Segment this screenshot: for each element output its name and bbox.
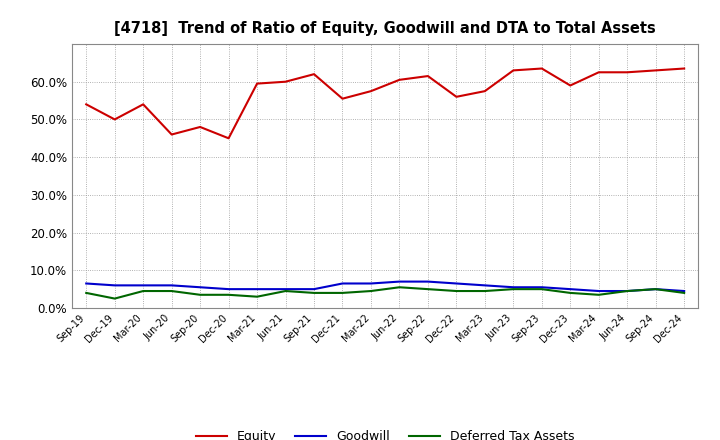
Goodwill: [509, 285, 518, 290]
Deferred Tax Assets: [680, 290, 688, 296]
Deferred Tax Assets: [225, 292, 233, 297]
Goodwill: [366, 281, 375, 286]
Line: Deferred Tax Assets: Deferred Tax Assets: [86, 287, 684, 299]
Equity: [366, 88, 375, 94]
Deferred Tax Assets: [82, 290, 91, 296]
Goodwill: [82, 281, 91, 286]
Line: Equity: Equity: [86, 69, 684, 138]
Equity: [282, 79, 290, 84]
Legend: Equity, Goodwill, Deferred Tax Assets: Equity, Goodwill, Deferred Tax Assets: [191, 425, 580, 440]
Deferred Tax Assets: [452, 288, 461, 293]
Equity: [253, 81, 261, 86]
Deferred Tax Assets: [139, 288, 148, 293]
Deferred Tax Assets: [282, 288, 290, 293]
Equity: [196, 125, 204, 130]
Equity: [167, 132, 176, 137]
Equity: [423, 73, 432, 79]
Equity: [680, 66, 688, 71]
Goodwill: [282, 286, 290, 292]
Goodwill: [167, 283, 176, 288]
Equity: [338, 96, 347, 101]
Deferred Tax Assets: [509, 286, 518, 292]
Deferred Tax Assets: [423, 286, 432, 292]
Deferred Tax Assets: [110, 296, 119, 301]
Goodwill: [423, 279, 432, 284]
Deferred Tax Assets: [595, 292, 603, 297]
Goodwill: [225, 286, 233, 292]
Equity: [395, 77, 404, 82]
Deferred Tax Assets: [338, 290, 347, 296]
Deferred Tax Assets: [537, 286, 546, 292]
Deferred Tax Assets: [196, 292, 204, 297]
Goodwill: [652, 286, 660, 292]
Equity: [139, 102, 148, 107]
Equity: [452, 94, 461, 99]
Deferred Tax Assets: [253, 294, 261, 299]
Goodwill: [537, 285, 546, 290]
Goodwill: [623, 288, 631, 293]
Goodwill: [680, 288, 688, 293]
Deferred Tax Assets: [566, 290, 575, 296]
Goodwill: [110, 283, 119, 288]
Equity: [82, 102, 91, 107]
Equity: [480, 88, 489, 94]
Goodwill: [338, 281, 347, 286]
Equity: [623, 70, 631, 75]
Equity: [566, 83, 575, 88]
Equity: [225, 136, 233, 141]
Goodwill: [480, 283, 489, 288]
Equity: [310, 72, 318, 77]
Deferred Tax Assets: [366, 288, 375, 293]
Goodwill: [139, 283, 148, 288]
Title: [4718]  Trend of Ratio of Equity, Goodwill and DTA to Total Assets: [4718] Trend of Ratio of Equity, Goodwil…: [114, 21, 656, 36]
Deferred Tax Assets: [167, 288, 176, 293]
Goodwill: [452, 281, 461, 286]
Deferred Tax Assets: [395, 285, 404, 290]
Goodwill: [395, 279, 404, 284]
Equity: [652, 68, 660, 73]
Deferred Tax Assets: [652, 286, 660, 292]
Goodwill: [595, 288, 603, 293]
Equity: [509, 68, 518, 73]
Deferred Tax Assets: [310, 290, 318, 296]
Goodwill: [253, 286, 261, 292]
Deferred Tax Assets: [480, 288, 489, 293]
Equity: [537, 66, 546, 71]
Equity: [110, 117, 119, 122]
Line: Goodwill: Goodwill: [86, 282, 684, 291]
Goodwill: [310, 286, 318, 292]
Equity: [595, 70, 603, 75]
Deferred Tax Assets: [623, 288, 631, 293]
Goodwill: [566, 286, 575, 292]
Goodwill: [196, 285, 204, 290]
